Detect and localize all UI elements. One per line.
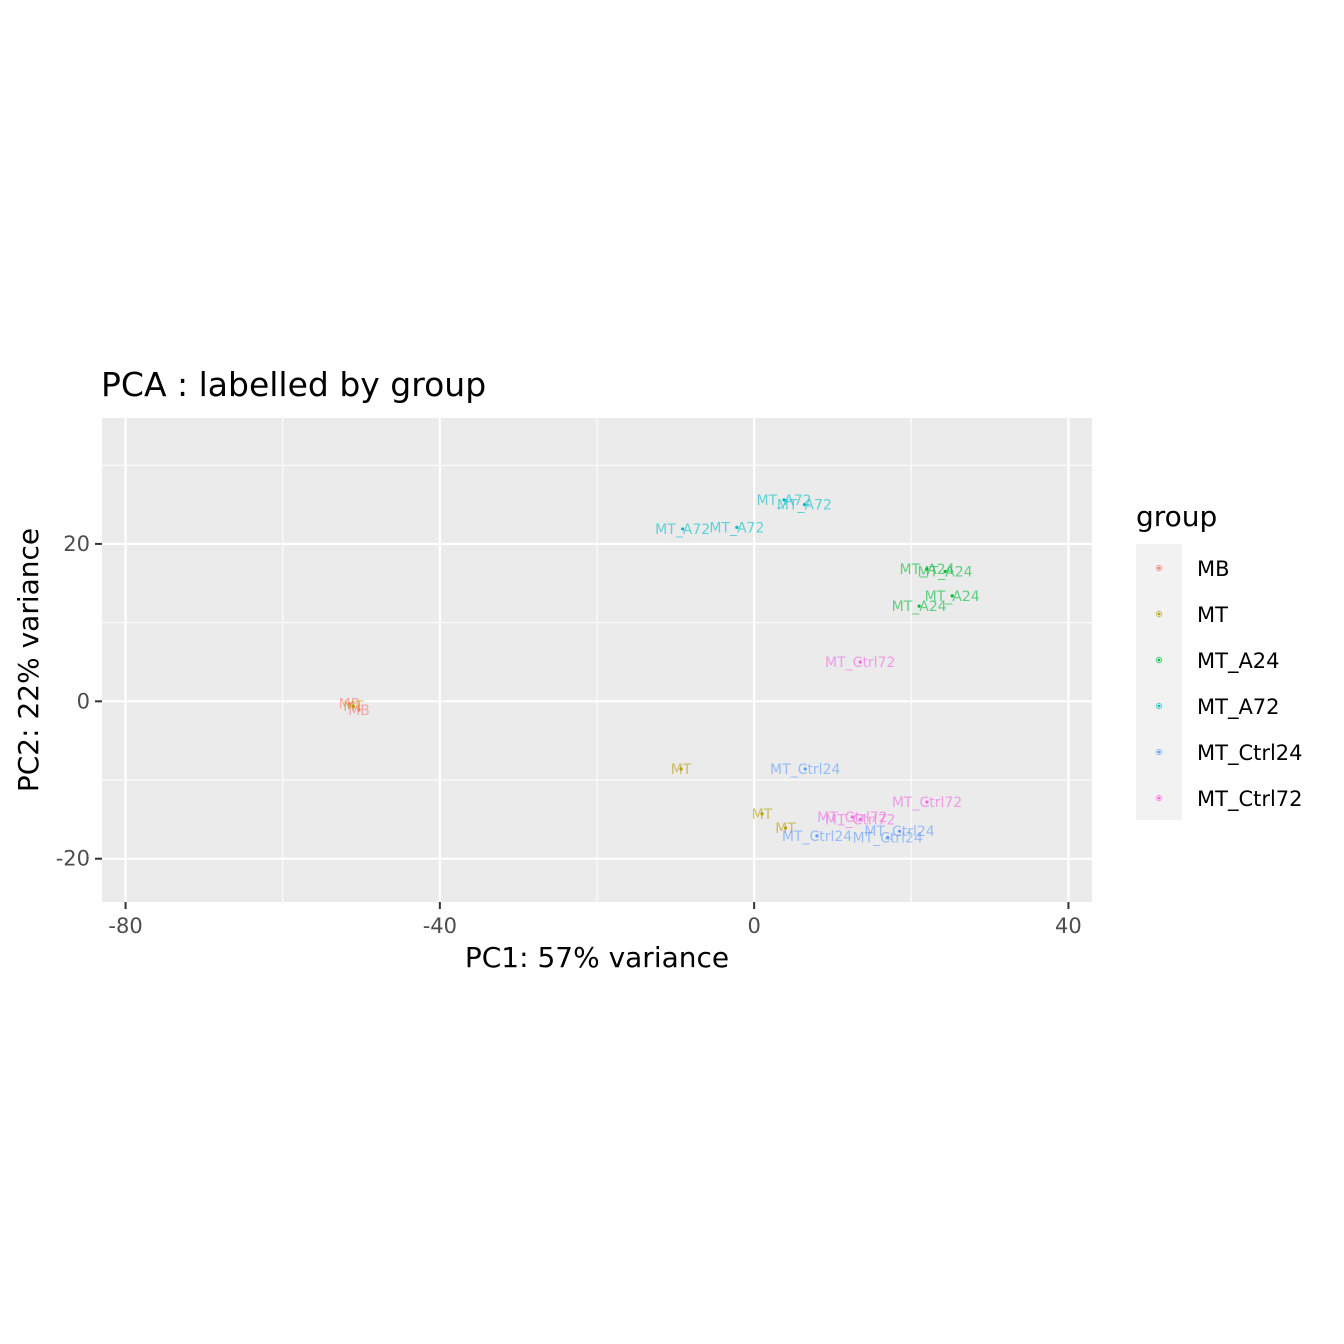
data-point-label: MT_A24 xyxy=(925,589,980,605)
data-point-label: MT_Ctrl72 xyxy=(825,812,895,828)
data-point xyxy=(347,702,352,706)
x-tick-label: 40 xyxy=(1055,914,1082,938)
data-point xyxy=(858,660,862,664)
data-point-label: MT xyxy=(752,807,773,823)
legend-label: MT_A24 xyxy=(1197,649,1280,674)
data-point-label: MT_A24 xyxy=(899,562,954,578)
data-point xyxy=(815,834,819,838)
data-point xyxy=(782,498,786,502)
data-point-label: MT_Ctrl24 xyxy=(770,762,840,778)
data-point xyxy=(803,767,807,771)
data-point-label: MB xyxy=(339,697,361,713)
data-point-label: MT_Ctrl24 xyxy=(782,829,852,845)
legend-key xyxy=(1155,656,1163,664)
data-point xyxy=(351,704,356,708)
data-point-label: MT xyxy=(775,821,796,837)
data-point xyxy=(886,835,890,840)
data-point xyxy=(943,569,947,574)
chart-title: PCA : labelled by group xyxy=(101,365,486,404)
x-axis-title: PC1: 57% variance xyxy=(465,941,729,974)
legend-key-dot xyxy=(1157,612,1161,616)
legend-label: MT_Ctrl24 xyxy=(1197,741,1303,766)
data-point-label: MT_Ctrl72 xyxy=(817,810,887,826)
legend-key xyxy=(1155,564,1163,572)
data-point xyxy=(925,567,929,571)
data-point-label: MT xyxy=(343,699,364,715)
y-tick-label: -20 xyxy=(56,847,90,871)
data-point-label: MT_Ctrl72 xyxy=(825,655,895,671)
data-point xyxy=(783,826,788,830)
x-tick-label: 0 xyxy=(747,914,760,938)
data-point xyxy=(357,708,361,712)
data-point-label: MT_Ctrl24 xyxy=(853,830,923,846)
legend-key-dot xyxy=(1157,750,1161,754)
legend-title: group xyxy=(1136,500,1217,533)
data-point xyxy=(681,527,685,531)
data-point xyxy=(858,817,862,821)
data-point-label: MT_A72 xyxy=(655,522,710,538)
legend-key xyxy=(1155,610,1163,618)
legend-key xyxy=(1155,794,1163,802)
data-point-label: MT_A24 xyxy=(892,599,947,615)
data-point xyxy=(679,767,683,771)
data-point-label: MT_A72 xyxy=(777,498,832,514)
data-point xyxy=(897,829,902,833)
legend-label: MT_A72 xyxy=(1197,695,1280,720)
data-point-label: MT_A24 xyxy=(918,564,973,580)
data-point xyxy=(917,604,921,608)
data-point-label: MT xyxy=(671,762,692,778)
legend: group MB MT MT_A24 MT_A72 MT_Ctrl24 MT_Ctrl72 xyxy=(1136,500,1303,820)
legend-key-dot xyxy=(1157,704,1161,708)
data-point-label: MT_Ctrl72 xyxy=(892,795,962,811)
legend-key xyxy=(1155,702,1163,710)
legend-key-dot xyxy=(1157,796,1161,800)
data-point xyxy=(802,502,807,507)
data-point xyxy=(850,815,854,819)
legend-key-background xyxy=(1136,544,1182,820)
grid-minor xyxy=(102,418,1092,902)
legend-label: MB xyxy=(1197,557,1230,581)
axes: -80 -40 0 40 -20 0 20 xyxy=(56,532,1082,938)
grid-major xyxy=(102,418,1092,902)
legend-key xyxy=(1155,748,1163,756)
y-tick-label: 20 xyxy=(63,532,90,556)
data-point-label: MT_Ctrl24 xyxy=(864,824,934,840)
data-point xyxy=(925,800,929,804)
data-point-label: MT_A72 xyxy=(709,520,764,536)
x-tick-label: -80 xyxy=(108,914,142,938)
data-point xyxy=(735,525,739,529)
x-tick-label: -40 xyxy=(423,914,457,938)
y-tick-label: 0 xyxy=(77,689,90,713)
data-point-label: MT_A72 xyxy=(756,493,811,509)
legend-label: MT xyxy=(1197,603,1228,627)
legend-key-dot xyxy=(1157,566,1161,570)
y-axis-title: PC2: 22% variance xyxy=(12,528,45,792)
data-point xyxy=(950,594,954,598)
legend-key-dot xyxy=(1157,658,1161,662)
data-points: MBMBMTMTMTMTMT_A24MT_A24MT_A24MT_A24MT_A… xyxy=(339,493,980,847)
legend-label: MT_Ctrl72 xyxy=(1197,787,1303,812)
data-point xyxy=(760,812,764,816)
